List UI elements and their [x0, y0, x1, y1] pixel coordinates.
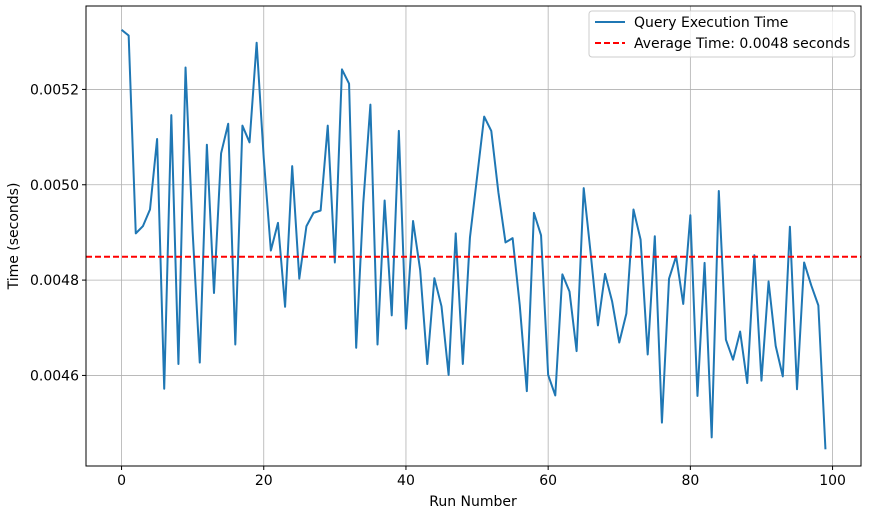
y-axis-label: Time (seconds)	[6, 183, 22, 291]
x-tick-label: 60	[539, 473, 557, 489]
y-tick-label: 0.0052	[30, 82, 79, 98]
x-tick-label: 20	[255, 473, 273, 489]
y-tick-label: 0.0050	[30, 178, 79, 194]
legend-label-query-execution-time: Query Execution Time	[634, 15, 788, 31]
legend-box	[588, 10, 856, 58]
series-line-query-execution-time	[120, 29, 827, 450]
x-tick-label: 80	[681, 473, 699, 489]
y-tick-label: 0.0048	[30, 273, 79, 289]
x-tick-label: 100	[819, 473, 846, 489]
legend-label-average-time: Average Time: 0.0048 seconds	[634, 36, 850, 52]
x-axis-label: Run Number	[429, 494, 517, 510]
y-tick-label: 0.0046	[30, 368, 79, 384]
legend: Query Execution Time Average Time: 0.004…	[588, 10, 856, 58]
x-tick-label: 40	[397, 473, 415, 489]
series-layer	[86, 29, 861, 450]
y-axis: 0.0046 0.0048 0.0050 0.0052	[30, 82, 86, 384]
plot-frame	[85, 5, 862, 467]
plot-area	[86, 6, 861, 466]
x-axis: 0 20 40 60 80 100	[117, 466, 846, 489]
x-tick-label: 0	[117, 473, 126, 489]
